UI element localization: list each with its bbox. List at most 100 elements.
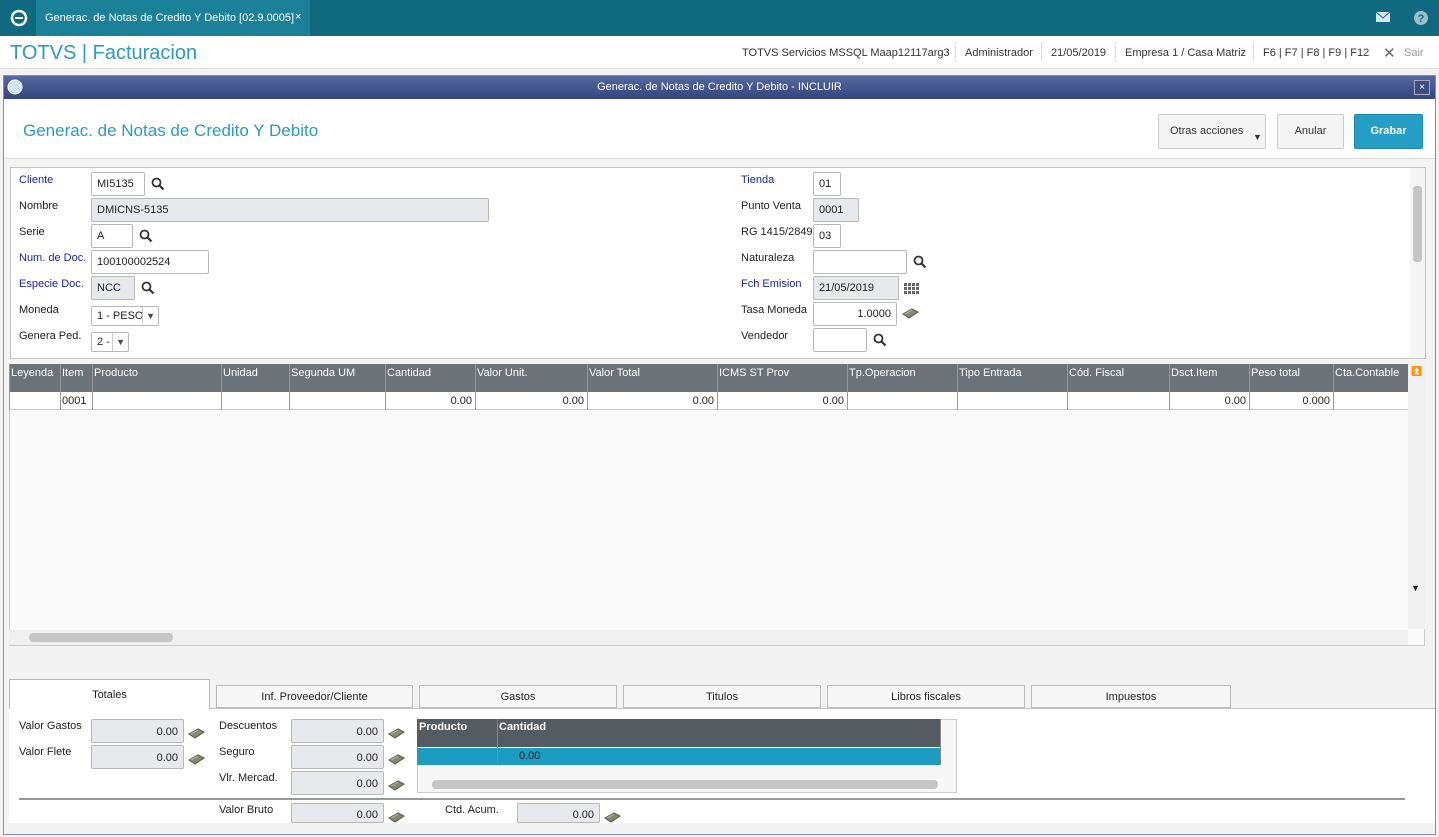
- input[interactable]: A: [91, 224, 133, 248]
- input[interactable]: [813, 250, 907, 274]
- money-icon[interactable]: [604, 810, 621, 824]
- select-arrow[interactable]: ▼: [112, 333, 125, 351]
- column-divider: [587, 364, 588, 410]
- tab[interactable]: Libros fiscales: [827, 685, 1025, 708]
- field-label: Especie Doc.: [19, 278, 84, 290]
- money-icon[interactable]: [388, 726, 405, 740]
- grid-cell: 0.00: [692, 395, 714, 407]
- field-label: Moneda: [19, 304, 59, 316]
- window-close[interactable]: ×: [1414, 80, 1430, 95]
- money-icon[interactable]: [388, 752, 405, 766]
- grid: [9, 364, 1425, 646]
- grid-column-header: ICMS ST Prov: [719, 367, 790, 379]
- grid-column-header: Cantidad: [387, 367, 432, 379]
- total-input[interactable]: 0.00: [91, 745, 184, 769]
- header-divider: [955, 42, 956, 62]
- input[interactable]: MI5135: [91, 172, 145, 196]
- grid-column-header: Dsct.Item: [1171, 367, 1218, 379]
- total-label: Descuentos: [219, 720, 278, 732]
- column-divider: [1169, 364, 1170, 410]
- help-icon[interactable]: ?: [1413, 10, 1429, 26]
- search-icon[interactable]: [913, 255, 929, 269]
- tab[interactable]: Totales: [9, 679, 210, 709]
- grid-row[interactable]: [9, 392, 1408, 410]
- top-bar: Generac. de Notas de Credito Y Debito [0…: [0, 0, 1439, 36]
- separator: [19, 798, 1405, 800]
- mail-icon[interactable]: [1375, 11, 1391, 23]
- column-divider: [1249, 364, 1250, 410]
- grid-column-header: Cód. Fiscal: [1069, 367, 1125, 379]
- money-icon[interactable]: [902, 306, 919, 320]
- total-input[interactable]: 0.00: [291, 719, 384, 743]
- tab-close[interactable]: ×: [295, 11, 302, 23]
- input[interactable]: 0001: [813, 198, 859, 222]
- field-label: Tienda: [741, 174, 775, 186]
- button[interactable]: Otras acciones ▼: [1158, 114, 1266, 149]
- subgrid-hscroll[interactable]: [432, 780, 938, 789]
- grid-column-header: Cta.Contable: [1335, 367, 1400, 379]
- input[interactable]: 21/05/2019: [813, 276, 899, 300]
- money-icon[interactable]: [188, 752, 205, 766]
- total-input[interactable]: 0.00: [291, 771, 384, 795]
- hscroll-thumb[interactable]: [29, 633, 173, 642]
- column-divider: [92, 364, 93, 410]
- select-arrow[interactable]: ▼: [142, 307, 155, 325]
- tab[interactable]: Inf. Proveedor/Cliente: [216, 685, 413, 708]
- input[interactable]: NCC: [91, 276, 135, 300]
- total-label: Valor Flete: [19, 746, 72, 758]
- input[interactable]: DMICNS-5135: [91, 198, 489, 222]
- subgrid-cell: 0.00: [519, 750, 541, 762]
- grid-hscroll[interactable]: [9, 630, 1408, 645]
- scroll-top[interactable]: ⏫: [1411, 366, 1423, 376]
- field-label: Fch Emision: [741, 278, 802, 290]
- exit-label[interactable]: Sair: [1404, 47, 1424, 59]
- money-icon[interactable]: [388, 778, 405, 792]
- header-info-item: TOTVS Servicios MSSQL Maap12117arg3: [742, 47, 950, 59]
- subgrid-row[interactable]: [417, 748, 940, 765]
- active-tab[interactable]: Generac. de Notas de Credito Y Debito [0…: [36, 0, 310, 36]
- column-divider: [289, 364, 290, 410]
- search-icon[interactable]: [139, 229, 155, 243]
- input[interactable]: 1.0000: [813, 302, 897, 326]
- total-input[interactable]: 0.00: [291, 803, 384, 823]
- search-icon[interactable]: [873, 333, 889, 347]
- search-icon[interactable]: [141, 281, 157, 295]
- input[interactable]: 03: [813, 224, 841, 248]
- total-label: Ctd. Acum.: [445, 804, 499, 816]
- total-input[interactable]: 0.00: [291, 745, 384, 769]
- header-divider: [1253, 42, 1254, 62]
- app-header: TOTVS | Facturacion TOTVS Servicios MSSQ…: [0, 36, 1439, 69]
- column-divider: [957, 364, 958, 410]
- scroll-thumb[interactable]: [1413, 186, 1422, 262]
- search-icon[interactable]: [151, 177, 167, 191]
- money-icon[interactable]: [188, 726, 205, 740]
- button[interactable]: Grabar: [1354, 114, 1423, 149]
- money-icon[interactable]: [388, 810, 405, 824]
- button[interactable]: Anular: [1277, 114, 1344, 149]
- calendar-icon[interactable]: [904, 281, 920, 295]
- input[interactable]: 01: [813, 172, 841, 196]
- logo: [10, 9, 28, 27]
- subgrid-column-header: Cantidad: [499, 721, 547, 733]
- select[interactable]: 1 - PESO ▼: [91, 306, 159, 326]
- tab-title: Generac. de Notas de Credito Y Debito [0…: [45, 12, 295, 24]
- tab[interactable]: Titulos: [623, 685, 821, 708]
- subgrid-header: [417, 719, 940, 747]
- total-input[interactable]: 0.00: [91, 719, 184, 743]
- tab[interactable]: Impuestos: [1031, 685, 1231, 708]
- total-input[interactable]: 0.00: [517, 803, 600, 823]
- tab[interactable]: Gastos: [419, 685, 617, 708]
- input[interactable]: 100100002524: [91, 250, 209, 274]
- select[interactable]: 2 - ▼: [91, 332, 129, 352]
- form-panel: [10, 167, 1426, 359]
- grid-vscroll[interactable]: ⏫ ▼: [1408, 364, 1425, 629]
- grid-cell: 0.00: [562, 395, 584, 407]
- form-scrollbar[interactable]: [1410, 168, 1425, 358]
- total-label: Vlr. Mercad.: [219, 772, 278, 784]
- exit-icon[interactable]: ✕: [1383, 45, 1396, 62]
- input[interactable]: [813, 328, 867, 352]
- grid-cell: 0.00: [1224, 395, 1246, 407]
- dropdown-arrow[interactable]: ▼: [1253, 132, 1262, 142]
- scroll-down[interactable]: ▼: [1411, 583, 1420, 593]
